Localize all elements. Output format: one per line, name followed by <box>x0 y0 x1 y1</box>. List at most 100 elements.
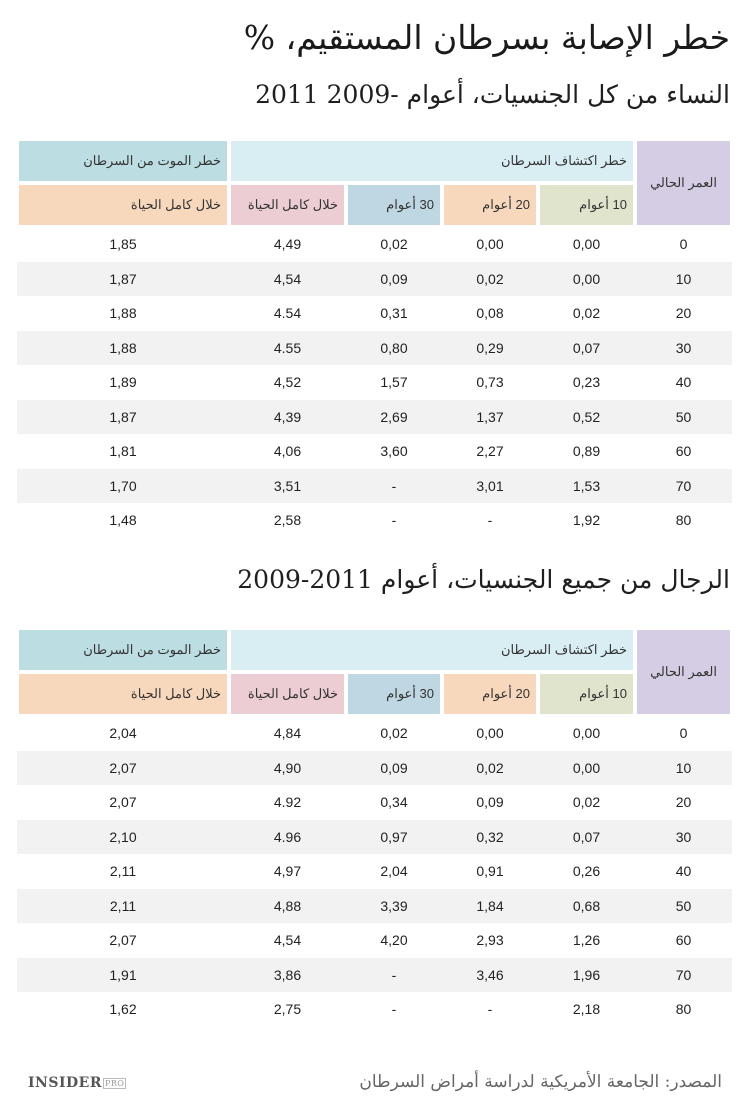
header-lifetime: خلال كامل الحياة <box>229 672 346 716</box>
cell-30-years: 4,20 <box>380 932 408 949</box>
cell-age: 50 <box>635 399 732 434</box>
header-30-years: 30 أعوام <box>346 672 442 716</box>
table-row: 10 0,00 0,02 0,09 4,54 1,87 <box>17 261 732 296</box>
page-title: خطر الإصابة بسرطان المستقيم، % <box>243 18 730 57</box>
cell-lifetime: 2,58 <box>273 512 302 529</box>
cell-30-years: - <box>391 1001 397 1018</box>
cell-30-years: 1,57 <box>380 374 408 391</box>
header-10-years: 10 أعوام <box>538 672 635 716</box>
cell-30-years: 2,04 <box>380 863 408 880</box>
cell-death-lifetime: 1,85 <box>109 236 137 253</box>
cell-10-years: 0,26 <box>572 863 601 880</box>
cell-age: 60 <box>675 443 692 460</box>
cell-20-years: 0,08 <box>476 305 504 322</box>
cell-20-years: 0,73 <box>476 374 504 391</box>
cell-30-years: 0,31 <box>380 305 408 322</box>
cell-10-years: 2,18 <box>572 1001 601 1018</box>
source-note: المصدر: الجامعة الأمريكية لدراسة أمراض ا… <box>359 1072 722 1092</box>
cell-lifetime: 4.96 <box>229 819 346 854</box>
cell-30-years: 0,02 <box>380 725 408 742</box>
cell-30-years: - <box>391 512 397 529</box>
table-row: 20 0,02 0,08 0,31 4.54 1,88 <box>17 296 732 331</box>
cell-30-years: 0,09 <box>346 750 442 785</box>
cell-lifetime: 4,49 <box>273 236 302 253</box>
women-table-title: النساء من كل الجنسيات، أعوام -2009 2011 <box>255 80 730 109</box>
header-lifetime: خلال كامل الحياة <box>229 183 346 227</box>
cell-10-years: 0,00 <box>538 261 635 296</box>
cell-death-lifetime: 2,11 <box>109 863 137 880</box>
cell-30-years: 0,09 <box>346 261 442 296</box>
women-table-body: 0 0,00 0,00 0,02 4,49 1,85 10 0,00 0,02 0,09 4,54 1… <box>17 227 732 538</box>
cell-age: 10 <box>635 750 732 785</box>
cell-10-years: 0,02 <box>572 305 601 322</box>
cell-30-years: 0,02 <box>380 236 408 253</box>
cell-death-lifetime: 1,87 <box>17 261 229 296</box>
cell-10-years: 0,52 <box>538 399 635 434</box>
table-row: 40 0,23 0,73 1,57 4,52 1,89 <box>17 365 732 400</box>
cell-30-years: 0,97 <box>346 819 442 854</box>
cell-10-years: 0,00 <box>572 236 601 253</box>
cell-age: 50 <box>635 888 732 923</box>
cell-death-lifetime: 2,04 <box>109 725 137 742</box>
table-row: 30 0,07 0,32 0,97 4.96 2,10 <box>17 819 732 854</box>
men-risk-table: العمر الحالي خطر اكتشاف السرطان خطر المو… <box>17 628 732 1027</box>
cell-20-years: 0,09 <box>476 794 504 811</box>
logo-text: INSIDER <box>28 1075 102 1091</box>
cell-10-years: 0,02 <box>572 794 601 811</box>
cell-death-lifetime: 1,62 <box>109 1001 137 1018</box>
cell-10-years: 0,89 <box>572 443 601 460</box>
cell-30-years: 3,60 <box>380 443 408 460</box>
cell-10-years: 0,23 <box>572 374 601 391</box>
cell-30-years: 0,34 <box>380 794 408 811</box>
cell-lifetime: 4,84 <box>273 725 302 742</box>
cell-age: 20 <box>675 305 692 322</box>
cell-lifetime: 4,54 <box>229 261 346 296</box>
cell-death-lifetime: 2,10 <box>17 819 229 854</box>
men-table-title: الرجال من جميع الجنسيات، أعوام 2011-2009 <box>237 565 730 594</box>
cell-lifetime: 4.54 <box>273 305 302 322</box>
header-20-years: 20 أعوام <box>442 672 538 716</box>
logo-pro-badge: PRO <box>102 1077 127 1089</box>
table-row: 10 0,00 0,02 0,09 4,90 2,07 <box>17 750 732 785</box>
cell-30-years: - <box>346 468 442 503</box>
insider-pro-logo: INSIDER PRO <box>28 1075 127 1091</box>
cell-20-years: - <box>487 1001 493 1018</box>
cell-age: 0 <box>679 725 688 742</box>
cell-lifetime: 4,06 <box>273 443 302 460</box>
men-table-body: 0 0,00 0,00 0,02 4,84 2,04 10 0,00 0,02 0,09 4,90 2… <box>17 716 732 1027</box>
header-10-years: 10 أعوام <box>538 183 635 227</box>
cell-lifetime: 4,88 <box>229 888 346 923</box>
cell-lifetime: 4,52 <box>273 374 302 391</box>
cell-age: 40 <box>675 374 692 391</box>
cell-20-years: 3,01 <box>442 468 538 503</box>
header-death-risk: خطر الموت من السرطان <box>17 139 229 183</box>
cell-20-years: 1,84 <box>442 888 538 923</box>
cell-age: 20 <box>675 794 692 811</box>
cell-lifetime: 4,90 <box>229 750 346 785</box>
cell-10-years: 1,96 <box>538 957 635 992</box>
cell-20-years: 0,29 <box>442 330 538 365</box>
cell-20-years: - <box>487 512 493 529</box>
cell-10-years: 0,00 <box>538 750 635 785</box>
women-risk-table: العمر الحالي خطر اكتشاف السرطان خطر المو… <box>17 139 732 538</box>
cell-20-years: 2,27 <box>476 443 504 460</box>
cell-age: 0 <box>679 236 688 253</box>
cell-lifetime: 4,97 <box>273 863 302 880</box>
cell-lifetime: 4,54 <box>273 932 302 949</box>
cell-10-years: 0,68 <box>538 888 635 923</box>
header-detection-risk: خطر اكتشاف السرطان <box>229 628 635 672</box>
table-row: 60 0,89 2,27 3,60 4,06 1,81 <box>17 434 732 469</box>
cell-10-years: 0,07 <box>538 330 635 365</box>
cell-10-years: 0,07 <box>538 819 635 854</box>
header-current-age: العمر الحالي <box>635 628 732 716</box>
cell-death-lifetime: 1,48 <box>109 512 137 529</box>
cell-30-years: 2,69 <box>346 399 442 434</box>
cell-age: 60 <box>675 932 692 949</box>
cell-death-lifetime: 1,70 <box>17 468 229 503</box>
cell-30-years: 0,80 <box>346 330 442 365</box>
cell-10-years: 0,00 <box>572 725 601 742</box>
cell-20-years: 1,37 <box>442 399 538 434</box>
cell-30-years: - <box>346 957 442 992</box>
cell-age: 80 <box>675 512 692 529</box>
header-death-risk: خطر الموت من السرطان <box>17 628 229 672</box>
